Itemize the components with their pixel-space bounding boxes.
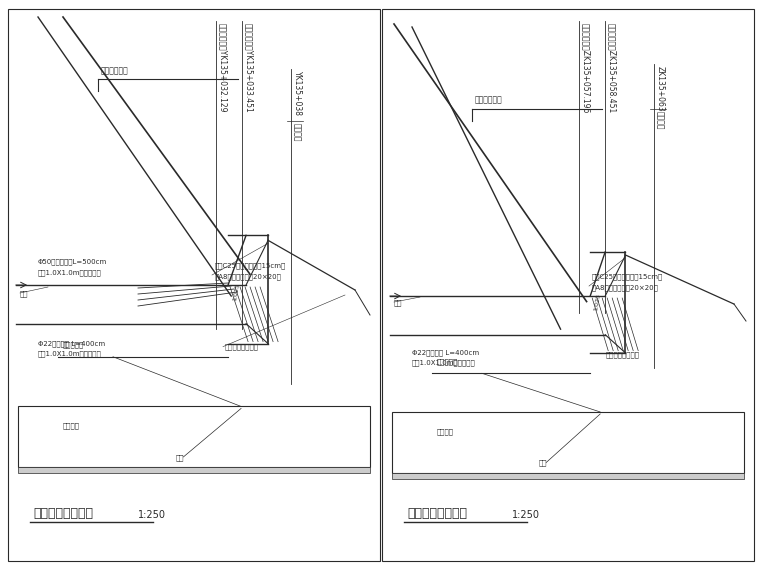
Text: 偷测里程桩号ZK135+057.196: 偷测里程桩号ZK135+057.196	[581, 23, 591, 113]
Text: Φ22砂浆锚杆 L=400cm: Φ22砂浆锚杆 L=400cm	[412, 349, 479, 356]
Text: 设计高程线: 设计高程线	[63, 342, 84, 348]
Bar	[392, 473, 744, 479]
Text: 侵路: 侵路	[176, 454, 184, 461]
Text: 间距1.0X1.0m梅花型布置: 间距1.0X1.0m梅花型布置	[412, 360, 476, 367]
Text: 返测里程桩号YK135+033.451: 返测里程桩号YK135+033.451	[245, 23, 253, 113]
Text: YK135+038: YK135+038	[293, 71, 302, 116]
Text: Φ22砂浆锚杆 L=400cm: Φ22砂浆锚杆 L=400cm	[38, 341, 105, 347]
Text: 1:250: 1:250	[138, 510, 166, 520]
Text: 右测出口纵断面图: 右测出口纵断面图	[33, 507, 93, 520]
Text: 洞轴线地面线: 洞轴线地面线	[101, 66, 128, 75]
Bar	[8, 9, 380, 561]
Text: 挂A8钢筋网（间距20×20）: 挂A8钢筋网（间距20×20）	[215, 273, 282, 280]
Text: 1:025: 1:025	[594, 292, 601, 311]
Text: 庆洞面临时开挖线: 庆洞面临时开挖线	[606, 352, 640, 359]
Text: Φ50注浆小导管L=500cm: Φ50注浆小导管L=500cm	[38, 258, 107, 264]
Text: 侵路路基: 侵路路基	[63, 423, 80, 429]
Text: 侵路路基: 侵路路基	[437, 428, 454, 435]
Text: 侵路: 侵路	[538, 459, 546, 466]
Text: ZK135+063: ZK135+063	[656, 66, 664, 112]
Text: 设计高程线: 设计高程线	[437, 359, 458, 365]
Text: 衬砌: 衬砌	[394, 299, 403, 306]
Text: 喷射C25砼支护（厚度15cm）: 喷射C25砼支护（厚度15cm）	[215, 262, 287, 268]
Text: 出口桩号: 出口桩号	[293, 123, 302, 141]
Bar	[382, 9, 754, 561]
Text: 1:250: 1:250	[512, 510, 540, 520]
Text: 左测出口纵断面图: 左测出口纵断面图	[407, 507, 467, 520]
Bar	[18, 467, 370, 473]
Text: 1:025: 1:025	[232, 283, 240, 301]
Text: 间距1.0X1.0m梅花型布置: 间距1.0X1.0m梅花型布置	[38, 351, 102, 357]
Text: 返测里程桩号ZK135+058.451: 返测里程桩号ZK135+058.451	[607, 23, 616, 113]
Text: 喷射C25砼支护（厚度15cm）: 喷射C25砼支护（厚度15cm）	[592, 273, 663, 280]
Text: 挂A8钢筋网（间距20×20）: 挂A8钢筋网（间距20×20）	[592, 284, 659, 291]
Bar	[392, 412, 744, 473]
Text: 洞轴线地面线: 洞轴线地面线	[475, 95, 503, 104]
Text: 偷测里程桩号YK135+032.129: 偷测里程桩号YK135+032.129	[218, 23, 227, 112]
Text: 出口桩号: 出口桩号	[656, 111, 664, 129]
Bar	[18, 406, 370, 467]
Text: 衬砌: 衬砌	[20, 290, 29, 296]
Text: 间距1.0X1.0m梅花型布置: 间距1.0X1.0m梅花型布置	[38, 269, 102, 276]
Text: 庆洞面临时开挖线: 庆洞面临时开挖线	[225, 344, 259, 350]
